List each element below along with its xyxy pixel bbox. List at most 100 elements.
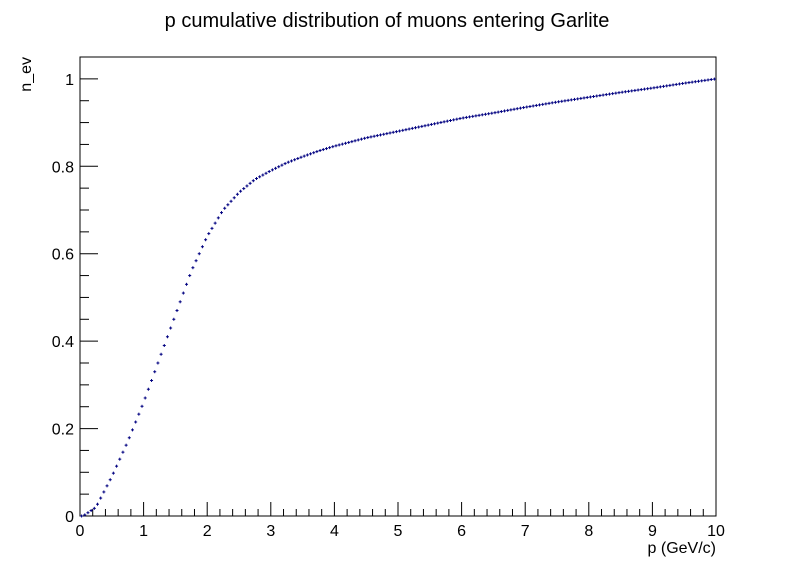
data-point (690, 80, 694, 84)
y-tick-label: 0.4 (52, 334, 74, 351)
data-point (309, 152, 313, 156)
data-point (372, 134, 376, 138)
data-point (264, 171, 268, 175)
data-point (426, 123, 430, 127)
data-point (401, 128, 405, 132)
x-tick-label: 9 (648, 523, 657, 540)
data-point (382, 132, 386, 136)
data-point (706, 78, 710, 82)
data-point (544, 102, 548, 106)
data-point (541, 102, 545, 106)
data-point (642, 87, 646, 91)
data-point (172, 317, 176, 321)
data-point (347, 140, 351, 144)
data-point (232, 196, 236, 200)
data-point (111, 471, 115, 475)
data-point (674, 82, 678, 86)
data-point (258, 175, 262, 179)
data-point (655, 85, 659, 89)
data-point (130, 428, 134, 432)
data-point (197, 252, 201, 256)
data-point (331, 145, 335, 149)
data-point (394, 130, 398, 134)
data-point (490, 111, 494, 115)
data-point (534, 103, 538, 107)
data-point (700, 79, 704, 83)
data-point (461, 116, 465, 120)
data-point (95, 502, 99, 506)
data-point (328, 146, 332, 150)
data-point (560, 99, 564, 103)
data-point (261, 173, 265, 177)
data-point (417, 125, 421, 129)
data-point (607, 92, 611, 96)
data-point (369, 135, 373, 139)
data-point (617, 91, 621, 95)
data-point (528, 104, 532, 108)
data-point (277, 165, 281, 169)
data-point (420, 124, 424, 128)
data-point (477, 113, 481, 117)
data-point (614, 91, 618, 95)
data-point (366, 136, 370, 140)
data-point (312, 151, 316, 155)
data-point (712, 77, 716, 81)
data-point (356, 138, 360, 142)
data-point (121, 450, 125, 454)
x-tick-label: 1 (139, 523, 148, 540)
data-point (105, 484, 109, 488)
data-point (245, 184, 249, 188)
data-point (296, 157, 300, 161)
data-point (315, 150, 319, 154)
data-point (522, 106, 526, 110)
data-point (185, 282, 189, 286)
data-point (582, 96, 586, 100)
data-point (344, 141, 348, 145)
data-point (248, 181, 252, 185)
x-axis: 0 1 2 3 4 5 6 7 8 9 10 (76, 502, 725, 540)
chart-title: p cumulative distribution of muons enter… (165, 10, 610, 32)
data-point (127, 436, 131, 440)
data-point (703, 78, 707, 82)
data-point (191, 266, 195, 270)
x-axis-label: p (GeV/c) (648, 540, 716, 557)
data-point (283, 162, 287, 166)
data-point (175, 309, 179, 313)
data-point (410, 126, 414, 130)
data-point (293, 158, 297, 162)
data-point (299, 155, 303, 159)
data-point (566, 98, 570, 102)
data-point (235, 192, 239, 196)
data-point (140, 404, 144, 408)
data-point (553, 100, 557, 104)
data-point (102, 490, 106, 494)
data-point (124, 443, 128, 447)
data-point (321, 148, 325, 152)
data-point (518, 106, 522, 110)
data-point (639, 88, 643, 92)
data-point (404, 128, 408, 132)
data-point (652, 86, 656, 90)
x-tick-label: 7 (521, 523, 530, 540)
data-point (388, 131, 392, 135)
data-point (665, 84, 669, 88)
data-point (630, 89, 634, 93)
data-point (550, 101, 554, 105)
data-point (579, 96, 583, 100)
data-point (480, 113, 484, 117)
data-point (677, 82, 681, 86)
data-point (274, 166, 278, 170)
data-point (162, 344, 166, 348)
data-point (436, 121, 440, 125)
y-tick-label: 1 (65, 72, 74, 89)
data-point (588, 95, 592, 99)
x-tick-label: 3 (266, 523, 275, 540)
data-point (146, 387, 150, 391)
data-point (547, 101, 551, 105)
data-point (604, 93, 608, 97)
data-point (318, 149, 322, 153)
data-point (623, 90, 627, 94)
data-point (620, 90, 624, 94)
data-point (80, 514, 84, 518)
